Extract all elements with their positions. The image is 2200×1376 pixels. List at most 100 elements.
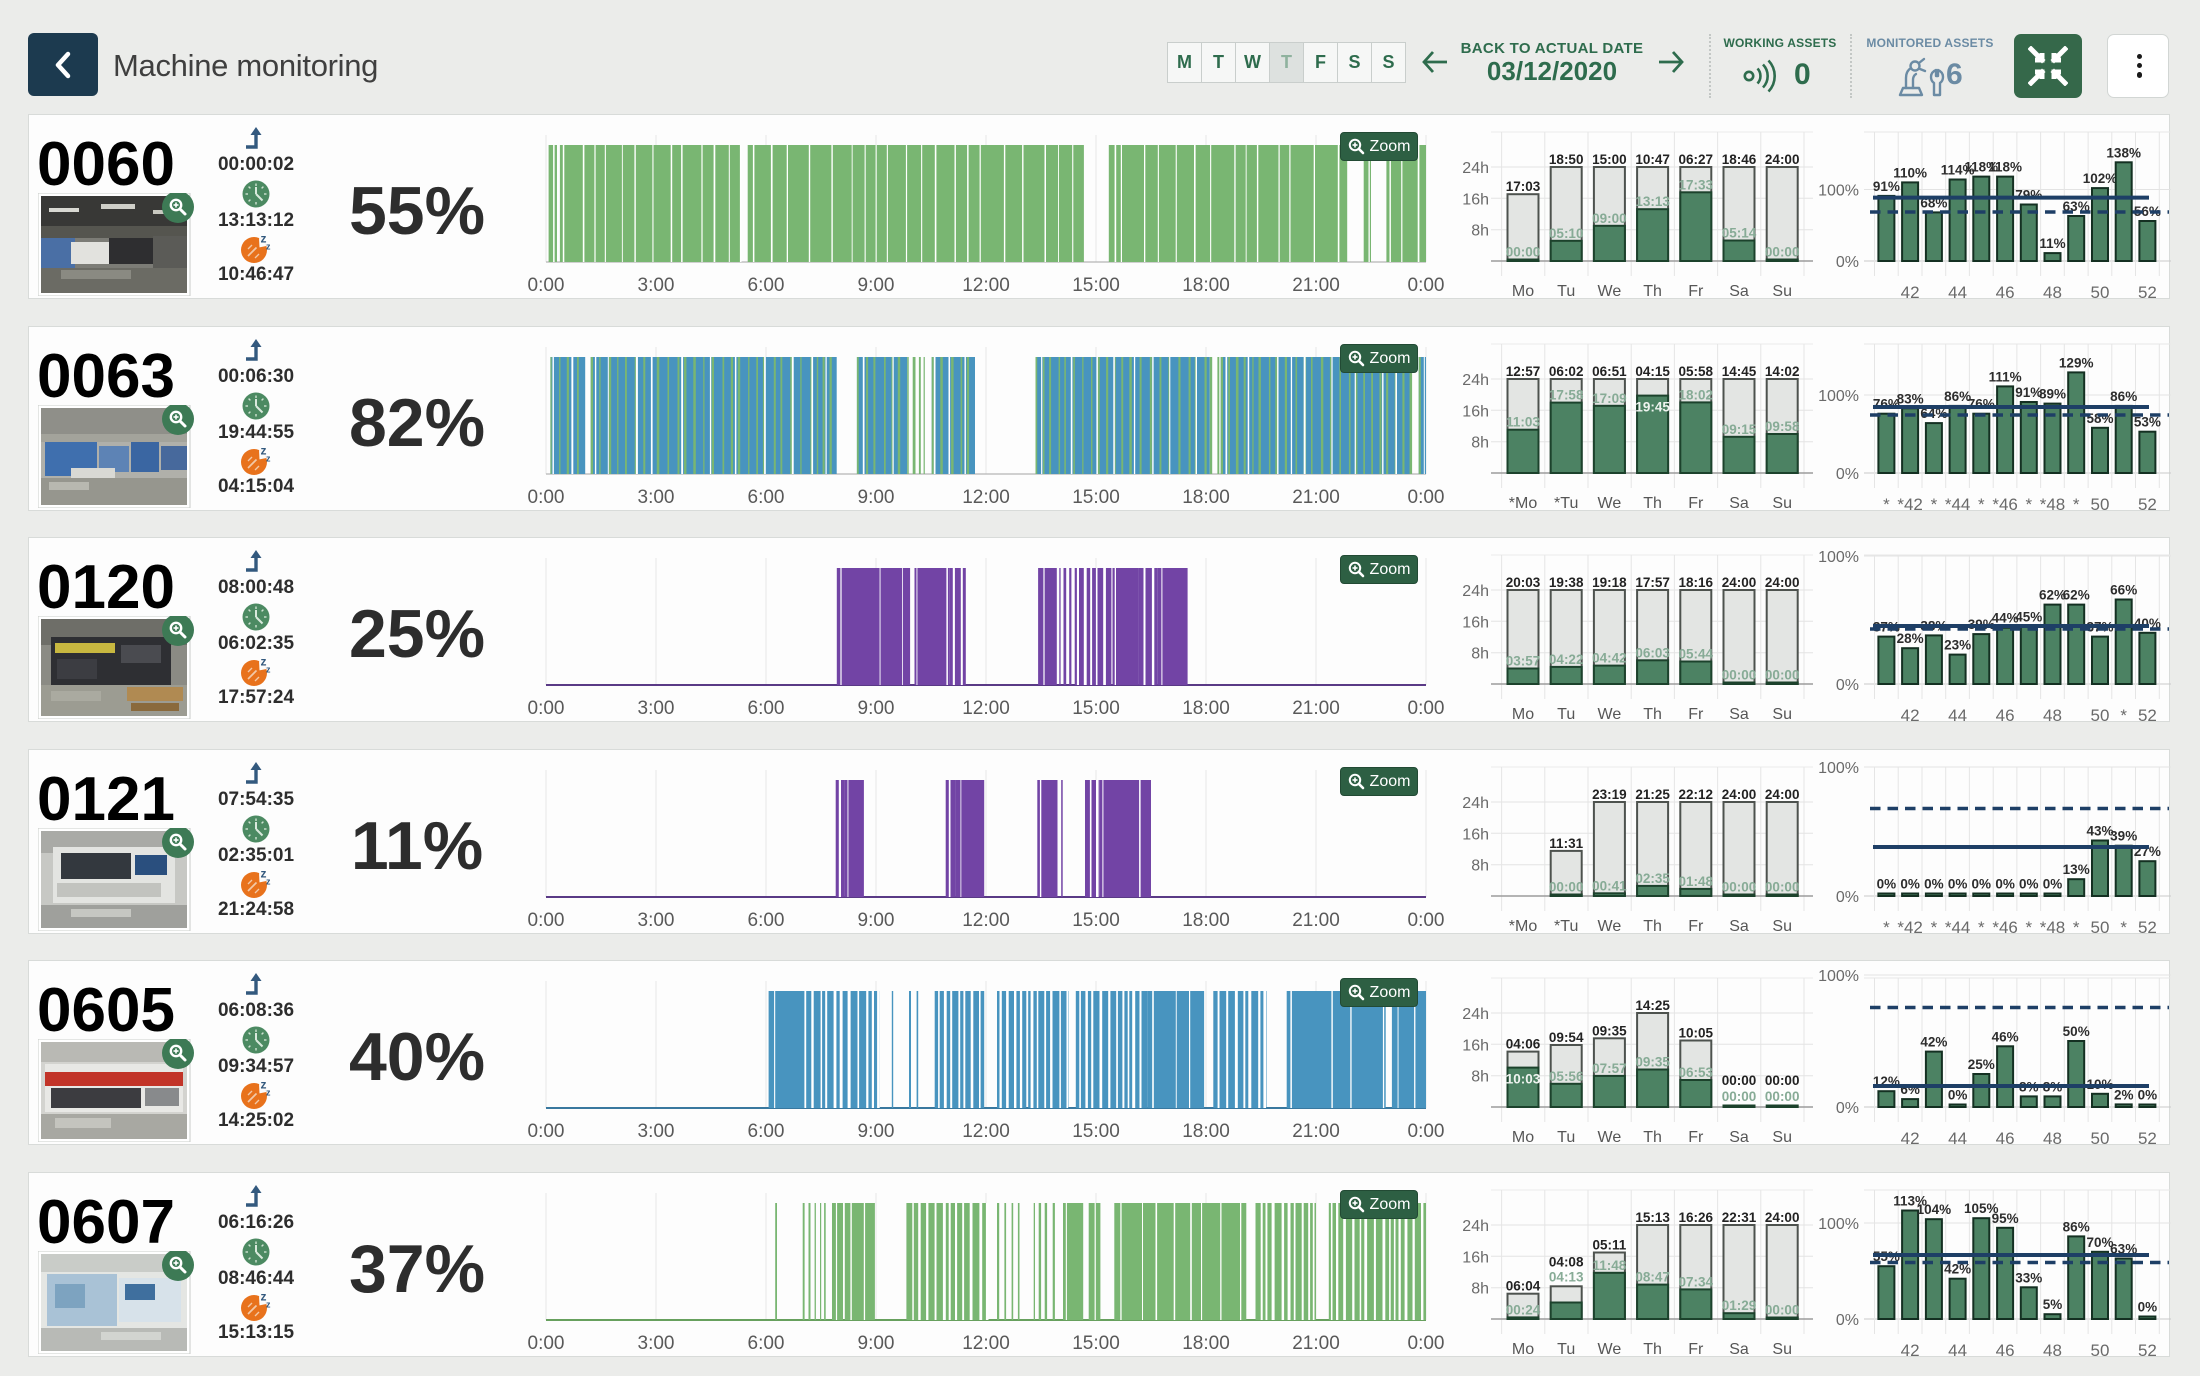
svg-text:09:54: 09:54 [1549, 1030, 1584, 1045]
svg-text:12:00: 12:00 [962, 698, 1010, 719]
svg-text:16h: 16h [1462, 403, 1489, 420]
svg-text:01:29: 01:29 [1722, 1298, 1757, 1313]
svg-text:18:46: 18:46 [1722, 152, 1757, 167]
svg-text:9:00: 9:00 [858, 275, 895, 296]
svg-text:0:00: 0:00 [528, 487, 565, 508]
svg-text:*: * [2120, 706, 2127, 723]
svg-text:3:00: 3:00 [638, 1121, 675, 1142]
svg-text:16h: 16h [1462, 1037, 1489, 1054]
svg-text:We: We [1598, 1129, 1622, 1146]
svg-text:*46: *46 [1992, 495, 2018, 512]
svg-text:00:00: 00:00 [1765, 880, 1800, 895]
svg-text:52: 52 [2138, 706, 2157, 723]
svg-text:21:00: 21:00 [1292, 487, 1340, 508]
svg-text:100%: 100% [1818, 760, 1859, 777]
svg-text:25%: 25% [1968, 1057, 1995, 1072]
svg-text:0%: 0% [1836, 889, 1859, 906]
svg-text:66%: 66% [2110, 583, 2137, 598]
svg-text:*: * [2025, 918, 2032, 935]
svg-text:9:00: 9:00 [858, 1121, 895, 1142]
svg-text:12:00: 12:00 [962, 487, 1010, 508]
svg-text:48: 48 [2043, 1129, 2062, 1146]
svg-text:89%: 89% [2039, 387, 2066, 402]
svg-text:Sa: Sa [1729, 1341, 1749, 1358]
svg-text:05:14: 05:14 [1722, 226, 1757, 241]
svg-text:3:00: 3:00 [638, 1333, 675, 1354]
svg-text:21:00: 21:00 [1292, 1121, 1340, 1142]
svg-text:9:00: 9:00 [858, 698, 895, 719]
svg-text:04:13: 04:13 [1549, 1269, 1584, 1284]
svg-text:z: z [266, 1088, 271, 1098]
svg-text:42: 42 [1901, 283, 1920, 300]
svg-text:18:00: 18:00 [1182, 487, 1230, 508]
svg-text:We: We [1598, 495, 1622, 512]
svg-text:18:00: 18:00 [1182, 275, 1230, 296]
svg-text:113%: 113% [1893, 1194, 1927, 1209]
svg-text:18:02: 18:02 [1679, 387, 1714, 402]
svg-text:63%: 63% [2110, 1242, 2137, 1257]
svg-text:0%: 0% [1948, 1088, 1968, 1103]
svg-text:16h: 16h [1462, 826, 1489, 843]
svg-text:104%: 104% [1917, 1202, 1952, 1217]
svg-text:17:09: 17:09 [1592, 391, 1627, 406]
svg-text:00:41: 00:41 [1592, 878, 1627, 893]
svg-text:24:00: 24:00 [1722, 575, 1757, 590]
svg-text:105%: 105% [1964, 1201, 1999, 1216]
svg-text:45%: 45% [2015, 609, 2042, 624]
svg-text:00:00: 00:00 [1722, 1089, 1757, 1104]
svg-text:52: 52 [2138, 918, 2157, 935]
svg-text:09:15: 09:15 [1722, 422, 1757, 437]
svg-text:Tu: Tu [1557, 706, 1575, 723]
svg-text:18:00: 18:00 [1182, 1121, 1230, 1142]
svg-text:6:00: 6:00 [748, 275, 785, 296]
svg-text:Mo: Mo [1512, 1341, 1534, 1358]
svg-text:21:00: 21:00 [1292, 698, 1340, 719]
svg-text:*Tu: *Tu [1554, 495, 1578, 512]
svg-text:00:00: 00:00 [1765, 245, 1800, 260]
svg-text:Su: Su [1772, 495, 1792, 512]
svg-text:0:00: 0:00 [528, 1121, 565, 1142]
svg-text:z: z [266, 877, 271, 887]
svg-text:Su: Su [1772, 918, 1792, 935]
svg-text:24h: 24h [1462, 1006, 1489, 1023]
svg-text:04:42: 04:42 [1592, 651, 1627, 666]
svg-text:79%: 79% [2015, 188, 2042, 203]
svg-text:z: z [261, 232, 267, 246]
svg-text:14:02: 14:02 [1765, 364, 1800, 379]
svg-text:z: z [266, 242, 271, 252]
svg-text:00:00: 00:00 [1765, 1073, 1800, 1088]
svg-text:*Mo: *Mo [1509, 495, 1538, 512]
svg-text:8h: 8h [1471, 435, 1489, 452]
svg-text:*: * [1978, 918, 1985, 935]
svg-text:48: 48 [2043, 706, 2062, 723]
svg-text:46: 46 [1996, 283, 2015, 300]
svg-text:01:48: 01:48 [1679, 874, 1714, 889]
svg-text:83%: 83% [1897, 391, 1924, 406]
svg-text:0%: 0% [1900, 877, 1920, 892]
svg-text:00:00: 00:00 [1722, 668, 1757, 683]
svg-text:04:08: 04:08 [1549, 1254, 1584, 1269]
svg-text:Th: Th [1643, 283, 1662, 300]
svg-text:*44: *44 [1945, 918, 1971, 935]
svg-text:Tu: Tu [1557, 1129, 1575, 1146]
svg-text:42: 42 [1901, 706, 1920, 723]
svg-text:Th: Th [1643, 1129, 1662, 1146]
svg-text:04:15: 04:15 [1635, 364, 1670, 379]
svg-text:70%: 70% [2086, 1235, 2113, 1250]
svg-text:Sa: Sa [1729, 918, 1749, 935]
svg-text:17:58: 17:58 [1549, 388, 1584, 403]
svg-text:05:11: 05:11 [1593, 1238, 1627, 1253]
svg-text:04:06: 04:06 [1506, 1037, 1541, 1052]
svg-text:8h: 8h [1471, 858, 1489, 875]
svg-text:2%: 2% [2114, 1087, 2134, 1102]
svg-text:42: 42 [1901, 1341, 1920, 1358]
svg-text:129%: 129% [2059, 355, 2094, 370]
svg-text:0%: 0% [1836, 677, 1859, 694]
svg-text:52: 52 [2138, 1129, 2157, 1146]
svg-text:*: * [1883, 918, 1890, 935]
svg-text:13:13: 13:13 [1635, 194, 1670, 209]
svg-text:z: z [261, 444, 267, 458]
svg-text:46: 46 [1996, 1129, 2015, 1146]
svg-text:Fr: Fr [1688, 1129, 1704, 1146]
svg-text:0:00: 0:00 [1408, 1333, 1445, 1354]
